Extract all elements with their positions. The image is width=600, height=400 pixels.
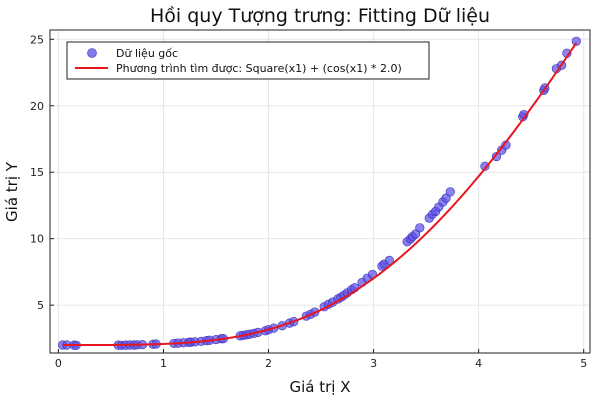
data-point xyxy=(415,223,425,233)
fitted-curve xyxy=(62,42,578,347)
y-tick-label: 25 xyxy=(30,33,44,46)
y-tick-label: 5 xyxy=(37,299,44,312)
grid xyxy=(50,30,590,353)
y-tick-label: 20 xyxy=(30,100,44,113)
legend-label-fit: Phương trình tìm được: Square(x1) + (cos… xyxy=(116,62,402,75)
data-point xyxy=(480,161,490,171)
x-axis-ticks: 0 1 2 3 4 5 xyxy=(55,349,587,370)
y-axis-label: Giá trị Y xyxy=(3,161,21,222)
data-point xyxy=(445,187,455,197)
data-point xyxy=(571,36,581,46)
y-tick-label: 10 xyxy=(30,233,44,246)
legend: Dữ liệu gốc Phương trình tìm được: Squar… xyxy=(66,41,430,80)
data-point xyxy=(384,255,394,265)
x-tick-label: 4 xyxy=(475,357,482,370)
x-tick-label: 5 xyxy=(580,357,587,370)
x-axis-label: Giá trị X xyxy=(289,378,350,396)
chart-title: Hồi quy Tượng trưng: Fitting Dữ liệu xyxy=(150,5,490,27)
x-tick-label: 2 xyxy=(265,357,272,370)
legend-marker-scatter xyxy=(87,48,97,58)
x-tick-label: 0 xyxy=(55,357,62,370)
data-points xyxy=(58,36,581,350)
x-tick-label: 1 xyxy=(160,357,167,370)
y-axis-ticks: 5 10 15 20 25 xyxy=(30,33,54,312)
y-tick-label: 15 xyxy=(30,166,44,179)
legend-box xyxy=(66,41,430,80)
legend-label-data: Dữ liệu gốc xyxy=(116,47,178,60)
data-point xyxy=(491,151,502,162)
plot-frame xyxy=(49,29,591,354)
x-tick-label: 3 xyxy=(370,357,377,370)
